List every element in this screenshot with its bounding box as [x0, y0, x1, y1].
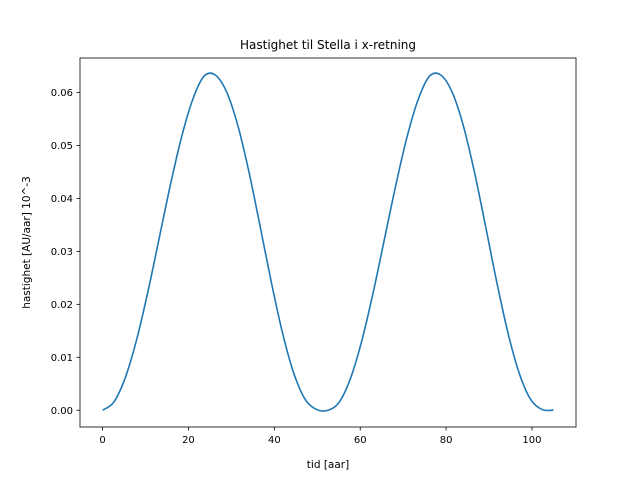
- axes-frame: [79, 57, 577, 428]
- chart-title: Hastighet til Stella i x-retning: [240, 38, 416, 52]
- x-tick-label: 0: [99, 435, 105, 446]
- y-tick-label: 0.06: [51, 88, 73, 99]
- plot-area: [79, 57, 577, 428]
- x-tick-label: 100: [522, 435, 541, 446]
- x-tick-label: 20: [182, 435, 195, 446]
- y-axis-label: hastighet [AU/aar] 10^-3: [21, 176, 33, 309]
- y-tick-label: 0.01: [51, 353, 73, 364]
- x-tick-label: 80: [440, 435, 453, 446]
- y-tick-label: 0.00: [51, 406, 73, 417]
- y-axis-ticks: 0.00 0.01 0.02 0.03 0.04 0.05 0.06: [51, 88, 80, 417]
- x-axis-ticks: 0 20 40 60 80 100: [99, 427, 542, 446]
- y-tick-label: 0.02: [51, 300, 73, 311]
- x-axis-label: tid [aar]: [307, 459, 349, 471]
- x-tick-label: 40: [268, 435, 281, 446]
- y-tick-label: 0.03: [51, 247, 73, 258]
- y-tick-label: 0.04: [51, 194, 73, 205]
- y-tick-label: 0.05: [51, 141, 73, 152]
- series-line: [102, 72, 554, 412]
- x-tick-label: 60: [354, 435, 367, 446]
